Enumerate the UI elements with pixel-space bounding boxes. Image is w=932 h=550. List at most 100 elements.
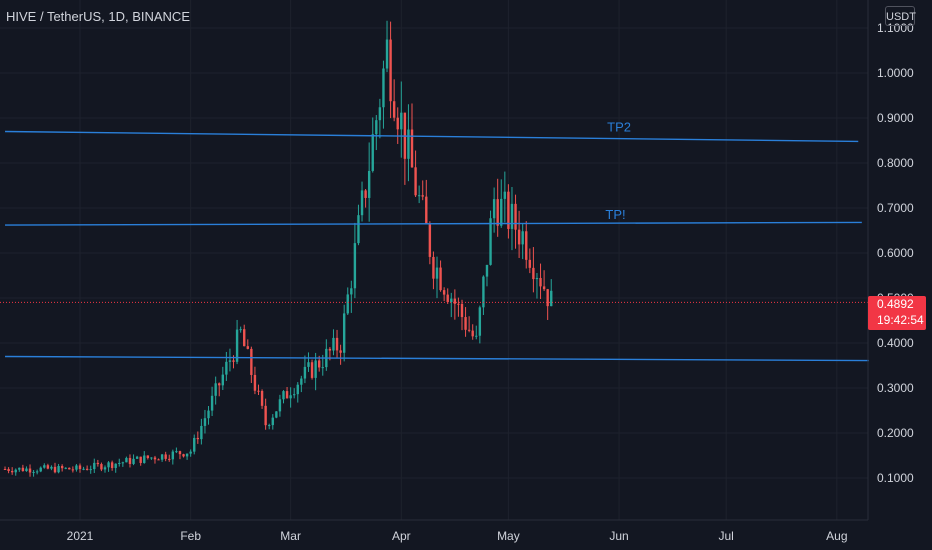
candle-body xyxy=(310,362,314,378)
candle-body xyxy=(196,437,200,440)
candle-body xyxy=(164,454,167,459)
candle-body xyxy=(125,457,128,463)
candle-body xyxy=(71,469,75,471)
candle-body xyxy=(182,454,185,457)
candle-body xyxy=(185,453,189,457)
candle-body xyxy=(317,360,321,368)
candle-body xyxy=(496,199,499,226)
candle-body xyxy=(235,329,239,362)
candle-body xyxy=(203,418,207,426)
y-tick-label: 0.7000 xyxy=(877,201,914,215)
candle-body xyxy=(382,68,385,108)
x-tick-label: Apr xyxy=(392,529,411,543)
candle-body xyxy=(507,191,510,229)
candle-body xyxy=(143,455,146,463)
candle-body xyxy=(57,466,60,473)
candle-body xyxy=(367,170,371,198)
x-tick-label: Aug xyxy=(826,529,847,543)
candle-body xyxy=(321,367,324,369)
grid-lines xyxy=(0,0,868,520)
symbol-title[interactable]: HIVE / TetherUS, 1D, BINANCE xyxy=(6,9,190,24)
candle-body xyxy=(168,458,171,460)
candle-body xyxy=(268,425,271,427)
time-axis[interactable]: 2021 Feb Mar Apr May Jun Jul Aug xyxy=(67,529,848,543)
candle-body xyxy=(107,462,110,468)
candle-body xyxy=(82,468,85,470)
candle-body xyxy=(435,267,439,279)
candle-body xyxy=(478,307,482,336)
candle-body xyxy=(364,190,367,198)
candle-body xyxy=(332,337,335,351)
candle-body xyxy=(500,198,503,226)
candle-body xyxy=(282,391,285,400)
candle-body xyxy=(207,410,210,419)
candle-body xyxy=(442,290,446,295)
candle-body xyxy=(296,384,299,395)
candle-body xyxy=(260,390,264,406)
x-tick-label: May xyxy=(497,529,520,543)
trend-lines[interactable]: TP2 TP! xyxy=(5,120,869,362)
candle-body xyxy=(450,298,453,303)
candle-body xyxy=(525,231,528,260)
candle-body xyxy=(278,399,282,412)
y-tick-label: 0.2000 xyxy=(877,426,914,440)
candle-body xyxy=(3,469,7,470)
candle-body xyxy=(328,348,332,351)
candle-body xyxy=(357,215,360,244)
candle-body xyxy=(21,467,25,472)
y-tick-label: 0.8000 xyxy=(877,156,914,170)
candle-body xyxy=(300,378,303,385)
candle-body xyxy=(400,112,403,130)
candle-body xyxy=(250,348,253,375)
last-price-value: 0.4892 xyxy=(877,297,914,311)
candle-body xyxy=(464,317,467,330)
candle-body xyxy=(335,337,339,351)
candle-body xyxy=(100,464,103,470)
candle-body xyxy=(32,471,35,473)
candle-body xyxy=(314,360,317,378)
candle-body xyxy=(285,391,289,399)
candle-body xyxy=(453,298,457,304)
candle-body xyxy=(546,289,549,307)
candle-body xyxy=(121,462,125,464)
support-line[interactable] xyxy=(5,355,869,362)
y-tick-label: 0.1000 xyxy=(877,471,914,485)
x-tick-label: Jun xyxy=(609,529,628,543)
candle-body xyxy=(214,383,217,396)
candle-body xyxy=(93,462,96,470)
y-tick-label: 0.9000 xyxy=(877,111,914,125)
candle-body xyxy=(539,277,542,287)
candle-body xyxy=(68,467,71,470)
candle-body xyxy=(289,395,292,399)
y-tick-label: 0.4000 xyxy=(877,336,914,350)
candle-body xyxy=(339,350,342,353)
candle-body xyxy=(360,190,364,216)
candle-body xyxy=(43,465,46,468)
y-tick-label: 1.0000 xyxy=(877,66,914,80)
candle-body xyxy=(146,455,150,459)
candle-body xyxy=(60,466,64,469)
x-tick-label: Feb xyxy=(180,529,201,543)
candle-body xyxy=(521,231,524,245)
candle-body xyxy=(14,469,17,473)
candle-body xyxy=(457,303,460,305)
candle-body xyxy=(228,360,232,362)
resistance-line-upper[interactable] xyxy=(5,130,859,143)
candle-body xyxy=(439,267,442,291)
resistance-line-tp2-label: TP2 xyxy=(607,120,631,135)
candle-body xyxy=(193,437,196,452)
candle-body xyxy=(385,39,389,69)
resistance-line-middle[interactable] xyxy=(5,221,862,226)
candle-body xyxy=(200,425,203,440)
candle-body xyxy=(139,456,142,463)
currency-button[interactable]: USDT xyxy=(885,6,916,26)
candle-body xyxy=(528,259,532,268)
candle-body xyxy=(25,468,28,472)
candle-body xyxy=(96,462,100,465)
candle-body xyxy=(417,195,421,197)
candle-body xyxy=(485,264,489,277)
candle-body xyxy=(350,288,353,295)
candle-body xyxy=(89,469,92,471)
candle-body xyxy=(114,463,117,468)
